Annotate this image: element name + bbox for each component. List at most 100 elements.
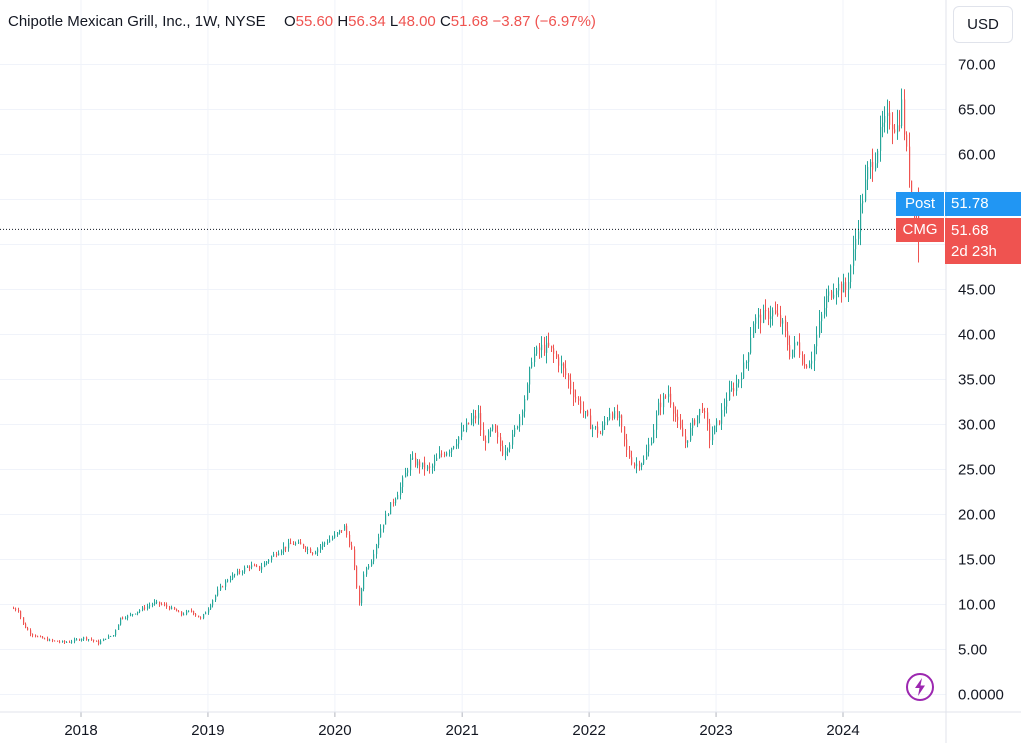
candle (875, 152, 877, 172)
candle (96, 640, 98, 642)
candle (626, 433, 628, 457)
candle (904, 89, 906, 141)
candle-body (354, 549, 356, 567)
candle-body (317, 548, 319, 553)
candle-body (407, 470, 409, 473)
candle (25, 622, 27, 629)
candle-body (509, 444, 511, 450)
low-value: 48.00 (398, 13, 436, 30)
candle-body (152, 604, 154, 606)
candle (505, 444, 507, 461)
candle (631, 450, 633, 466)
candle-body (612, 413, 614, 418)
candle-body (731, 388, 733, 390)
candle-body (716, 420, 718, 426)
candle (814, 344, 816, 371)
candle (20, 610, 22, 620)
candle (570, 373, 572, 395)
candle (909, 132, 911, 188)
candle-body (546, 342, 548, 353)
candle-body (181, 611, 183, 615)
candle (171, 605, 173, 610)
candle-body (458, 436, 460, 444)
candle (731, 381, 733, 392)
candle (407, 467, 409, 477)
candle-body (492, 425, 494, 430)
candle-body (877, 150, 879, 164)
candle-body (415, 457, 417, 466)
close-value: 51.68 (450, 13, 489, 30)
candle-body (789, 345, 791, 357)
candle (541, 336, 543, 358)
candle-body (293, 544, 295, 546)
candle (709, 418, 711, 449)
candle-body (794, 342, 796, 350)
candle-body (283, 546, 285, 551)
candle-body (356, 566, 358, 588)
candle-body (259, 566, 261, 570)
candle (799, 333, 801, 358)
currency-button[interactable]: USD (953, 6, 1013, 43)
candle-body (169, 606, 171, 610)
candle (738, 379, 740, 388)
candle-body (449, 451, 451, 453)
candle-body (288, 542, 290, 549)
candle (838, 277, 840, 298)
candle-body (712, 434, 714, 441)
y-tick-label: 35.00 (958, 372, 996, 389)
candle-body (475, 415, 477, 419)
candle (548, 332, 550, 348)
candle-body (911, 180, 913, 197)
candle-body (385, 514, 387, 525)
candle-body (54, 640, 56, 642)
candle-body (495, 425, 497, 432)
candle-body (271, 556, 273, 561)
candle-body (120, 617, 122, 625)
candle (721, 403, 723, 430)
candle (553, 344, 555, 364)
candle-body (500, 437, 502, 447)
candle-body (685, 436, 687, 443)
candle-body (278, 553, 280, 556)
candle-body (203, 614, 205, 619)
candle-body (833, 294, 835, 298)
candle-body (824, 307, 826, 315)
candle (858, 220, 860, 245)
candle (636, 457, 638, 474)
candle-body (390, 502, 392, 515)
candle-body (25, 623, 27, 628)
candle (797, 341, 799, 346)
candle (531, 357, 533, 369)
candle-body (64, 640, 66, 643)
candle (315, 550, 317, 555)
candle (809, 360, 811, 369)
candle (351, 541, 353, 550)
candle-body (870, 161, 872, 167)
candle-body (850, 265, 852, 283)
candle-body (393, 502, 395, 504)
candle-body (536, 347, 538, 354)
candle (497, 425, 499, 444)
candle-body (626, 439, 628, 450)
candle-body (264, 563, 266, 567)
candle (400, 482, 402, 500)
candle (733, 382, 735, 397)
x-tick-label: 2021 (445, 722, 478, 739)
candle-body (397, 494, 399, 500)
candle-body (755, 317, 757, 324)
candle (222, 585, 224, 588)
candle (675, 406, 677, 422)
candle-body (826, 295, 828, 308)
candle-body (40, 636, 42, 638)
candle (551, 345, 553, 353)
candle (648, 437, 650, 457)
lightning-bolt-icon[interactable] (905, 672, 935, 702)
candle-body (770, 316, 772, 319)
candle-body (156, 601, 158, 603)
candle-body (266, 561, 268, 564)
candle-body (322, 543, 324, 547)
y-tick-label: 15.00 (958, 552, 996, 569)
candle (629, 446, 631, 459)
candle (132, 613, 134, 617)
